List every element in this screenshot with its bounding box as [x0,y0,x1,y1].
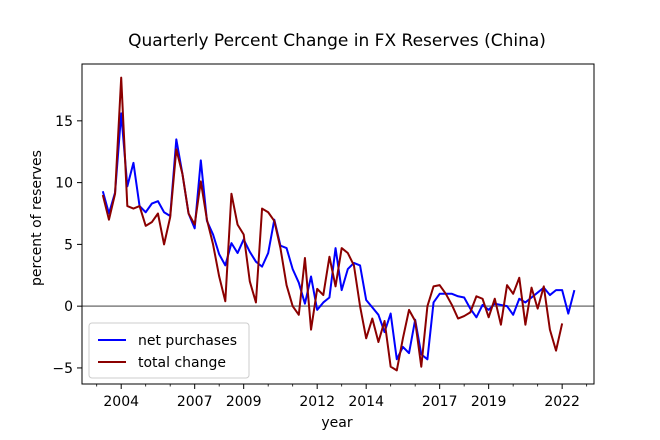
y-axis-label: percent of reserves [29,150,45,286]
y-tick-label: 10 [55,176,73,192]
legend-label-net-purchases: net purchases [138,333,237,349]
y-tick-label: 5 [64,237,73,253]
y-tick-label: −5 [52,361,73,377]
legend-label-total-change: total change [138,355,226,371]
chart-title: Quarterly Percent Change in FX Reserves … [128,31,546,51]
series-line-total-change [101,76,564,372]
x-tick-label: 2007 [177,394,213,410]
x-tick-label: 2019 [471,394,507,410]
x-tick-label: 2009 [226,394,262,410]
legend-box [88,322,250,379]
legend: net purchases total change [88,322,250,379]
series-line-net-purchases [101,112,576,361]
x-axis-label: year [321,415,352,431]
plot-area: 2004 2007 2009 2012 2014 2017 2019 2022 −5 0 5 10 15 [52,63,595,410]
x-tick-label: 2014 [348,394,384,410]
y-tick-label: 0 [64,299,73,315]
x-tick-label: 2004 [103,394,139,410]
plot-frame [81,63,595,385]
y-tick-label: 15 [55,114,73,130]
x-tick-label: 2017 [422,394,458,410]
x-tick-label: 2022 [544,394,580,410]
x-tick-label: 2012 [299,394,335,410]
